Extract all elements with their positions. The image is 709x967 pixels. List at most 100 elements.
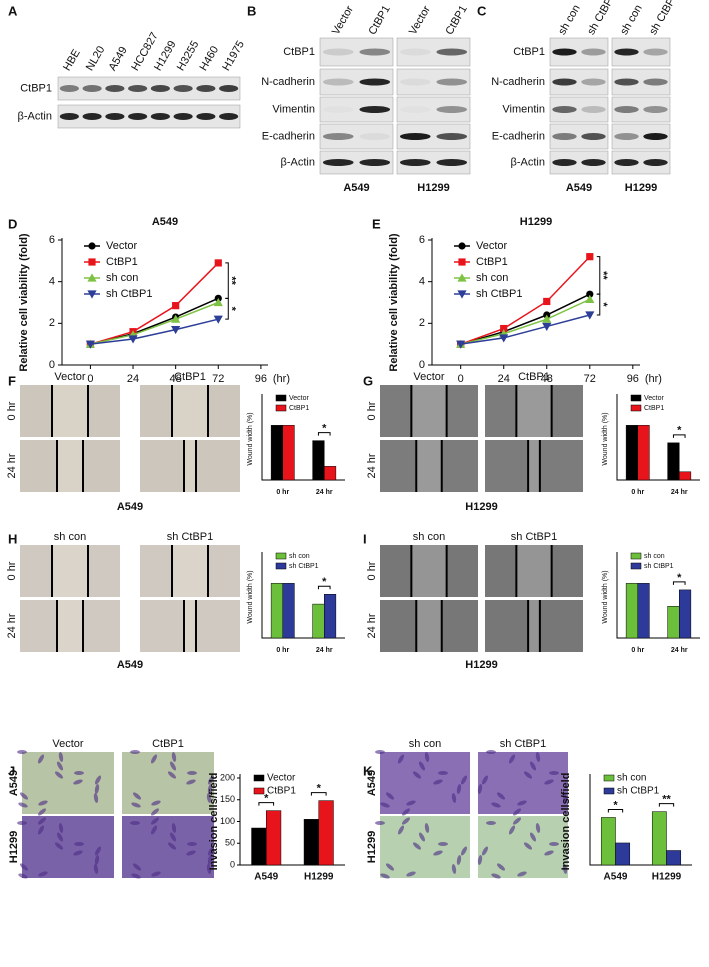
band — [150, 113, 170, 120]
cell — [37, 825, 45, 835]
sig-annotation: * — [613, 799, 618, 811]
legend-marker — [457, 273, 467, 282]
bar — [324, 594, 337, 639]
wound-gap — [416, 600, 442, 652]
legend-swatch — [630, 552, 642, 560]
y-axis-label: Wound width (%) — [247, 570, 254, 623]
y-tick-label: 6 — [419, 234, 425, 246]
wound-gap — [528, 440, 540, 492]
cell — [18, 873, 28, 879]
image-row-label: 24 hr — [6, 613, 18, 638]
cell — [535, 752, 541, 762]
cell — [375, 821, 385, 825]
row-label: Vimentin — [502, 103, 545, 115]
x-tick-label: 24 hr — [671, 647, 688, 654]
band — [173, 85, 193, 92]
x-tick-label: 0 hr — [276, 647, 289, 654]
row-label: β-Actin — [18, 110, 52, 122]
cell — [130, 750, 140, 754]
bar — [312, 603, 325, 639]
lane-label: H1975 — [220, 39, 247, 73]
x-tick-label: 48 — [170, 373, 182, 385]
cell — [150, 754, 158, 764]
point — [586, 253, 594, 261]
bar — [625, 425, 639, 481]
x-tick-label: 96 — [627, 373, 639, 385]
cell — [496, 863, 506, 871]
y-axis-label: Wound width (%) — [602, 570, 609, 623]
image-caption: H1299 — [465, 501, 497, 513]
legend-label: Vector — [476, 240, 508, 252]
bar — [679, 589, 692, 639]
bar — [667, 442, 680, 481]
legend-swatch — [275, 394, 287, 402]
x-tick-label: 48 — [541, 373, 553, 385]
series-line — [460, 293, 591, 345]
blot-strip — [319, 150, 394, 175]
legend-swatch — [275, 404, 287, 412]
band — [614, 133, 639, 140]
band — [643, 48, 668, 56]
cell — [418, 761, 426, 771]
cell — [477, 784, 483, 794]
group-label: A549 — [566, 182, 592, 194]
image-column-label: sh CtBP1 — [500, 738, 546, 750]
legend-label: Vector — [289, 395, 310, 402]
cell — [412, 842, 422, 850]
y-axis-label: Invasion cells/field — [208, 773, 220, 871]
cell — [171, 752, 177, 762]
y-tick-label: 2 — [49, 317, 55, 329]
x-tick-label: H1299 — [304, 872, 334, 883]
legend-label: sh con — [644, 553, 665, 560]
legend-label: sh CtBP1 — [617, 786, 660, 797]
bar — [637, 425, 650, 481]
lane-label: sh con — [556, 3, 583, 37]
x-tick-label: 0 — [458, 373, 464, 385]
image-row-label: 0 hr — [6, 561, 18, 580]
blot-strip — [396, 150, 471, 175]
group-label: H1299 — [625, 182, 657, 194]
cell — [167, 771, 177, 779]
legend-label: sh con — [617, 773, 646, 784]
row-label: CtBP1 — [20, 82, 52, 94]
point — [214, 259, 222, 267]
legend-label: Vector — [267, 773, 296, 784]
x-tick-label: 24 hr — [316, 489, 333, 496]
sig-bracket — [658, 803, 675, 807]
cell — [523, 842, 533, 850]
lane-label: A549 — [107, 45, 130, 73]
band — [581, 48, 606, 56]
legend-swatch — [603, 787, 615, 795]
x-tick-label: H1299 — [652, 872, 682, 883]
row-label: CtBP1 — [513, 46, 545, 58]
band — [399, 133, 431, 140]
band — [436, 106, 468, 113]
cell — [406, 871, 416, 877]
series-line — [90, 318, 219, 345]
cell — [438, 771, 448, 775]
panel-label: H — [8, 531, 17, 546]
blot-strip — [611, 150, 671, 175]
sig-bracket — [317, 432, 331, 436]
legend-marker — [458, 258, 466, 266]
x-tick-label: 0 — [87, 373, 93, 385]
cell — [187, 771, 197, 775]
cell — [380, 873, 390, 879]
bar — [600, 817, 616, 866]
wound-gap — [52, 545, 88, 597]
cell — [169, 832, 177, 842]
image-row-label: 0 hr — [366, 561, 378, 580]
y-tick-label: 6 — [49, 234, 55, 246]
legend-label: sh CtBP1 — [289, 563, 319, 570]
legend-swatch — [253, 774, 265, 782]
point — [500, 324, 508, 333]
cell — [37, 808, 47, 816]
series-line — [460, 314, 590, 345]
bar — [312, 440, 325, 481]
cell — [397, 754, 405, 764]
y-tick-label: 150 — [220, 794, 235, 804]
point — [585, 294, 595, 303]
legend-label: sh con — [476, 272, 508, 284]
band — [82, 85, 102, 92]
cell — [94, 855, 100, 865]
